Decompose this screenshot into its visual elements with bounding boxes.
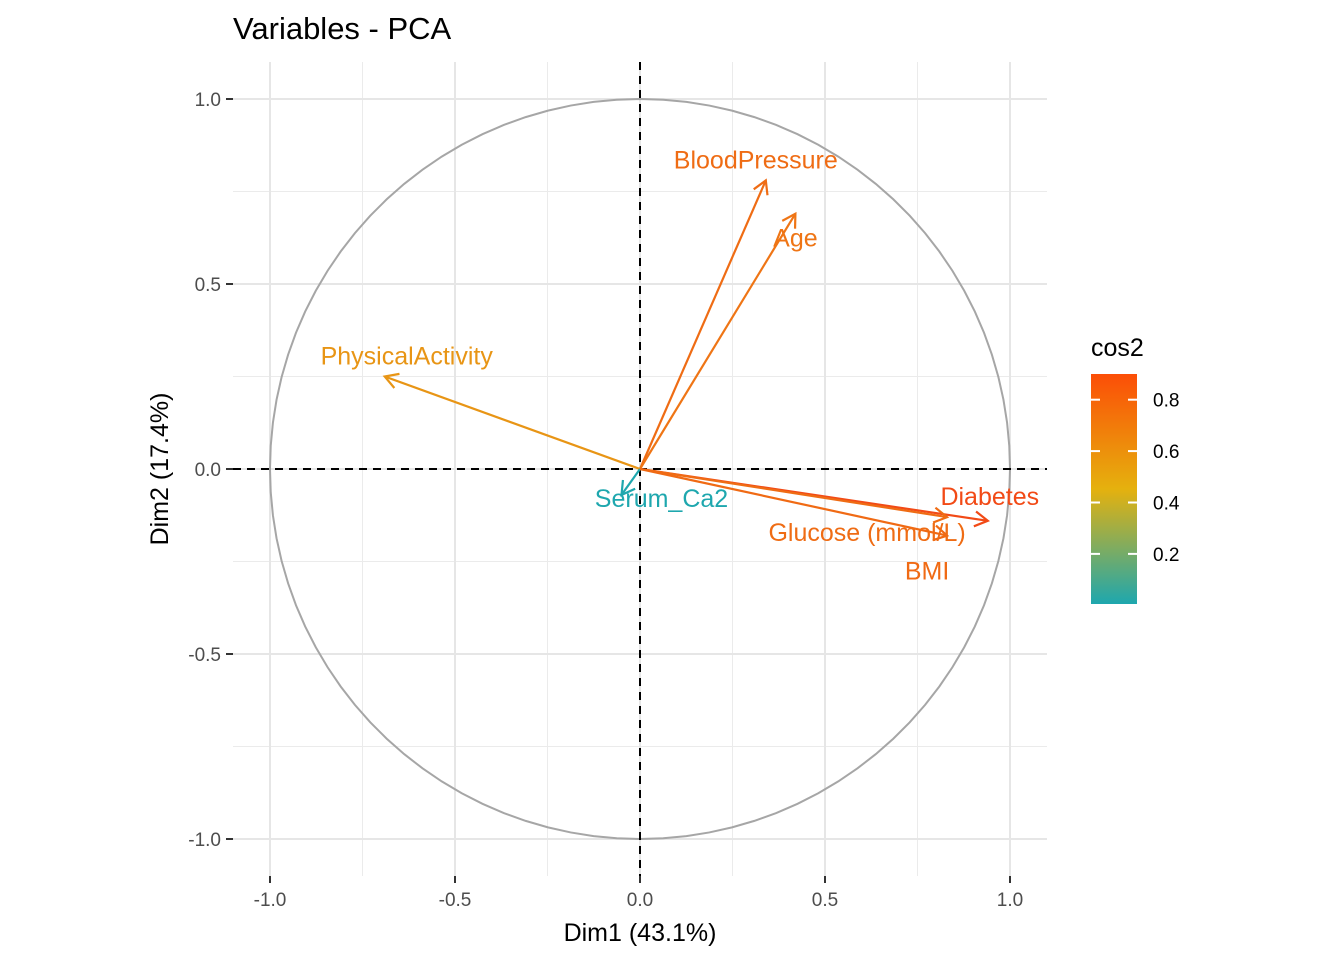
variable-arrows — [382, 178, 990, 542]
y-axis-title: Dim2 (17.4%) — [146, 393, 174, 546]
legend-tick-label: 0.4 — [1153, 493, 1180, 514]
arrowhead-serum-ca2 — [620, 479, 636, 497]
label-bloodpressure: BloodPressure — [674, 146, 838, 174]
y-tick-label: -0.5 — [188, 645, 221, 666]
legend-tick-label: 0.2 — [1153, 545, 1179, 566]
legend-ticks: 0.2 0.4 0.6 0.8 — [1091, 391, 1180, 566]
x-tick-label: 0.5 — [812, 890, 838, 911]
arrowhead-glucose-mmol-l — [932, 506, 950, 524]
legend-tick-label: 0.6 — [1153, 442, 1179, 463]
legend-colorbar — [1091, 374, 1137, 604]
y-tick-label: 0.0 — [195, 460, 221, 481]
y-axis: -1.0 -0.5 0.0 0.5 1.0 — [188, 90, 233, 851]
arrow-physicalactivity — [384, 375, 641, 471]
legend: cos2 0.2 0.4 0.6 0.8 — [1091, 334, 1180, 604]
arrow-age — [639, 213, 797, 470]
label-physicalactivity: PhysicalActivity — [321, 343, 494, 371]
variable-labels: BloodPressure Age PhysicalActivity Serum_Ca… — [321, 146, 1040, 585]
arrow-glucose-mmol-l — [639, 467, 948, 519]
x-tick-label: -0.5 — [439, 890, 472, 911]
label-age: Age — [773, 225, 817, 253]
x-tick-label: 1.0 — [997, 890, 1023, 911]
x-tick-label: -1.0 — [254, 890, 287, 911]
y-tick-label: -1.0 — [188, 830, 221, 851]
x-tick-label: 0.0 — [627, 890, 653, 911]
y-tick-label: 0.5 — [195, 275, 221, 296]
arrow-serum-ca2 — [620, 468, 641, 496]
x-axis-title: Dim1 (43.1%) — [564, 919, 717, 947]
chart-title: Variables - PCA — [233, 11, 452, 46]
label-bmi: BMI — [905, 558, 949, 586]
label-serum-ca2: Serum_Ca2 — [595, 485, 728, 513]
arrowhead-physicalactivity — [382, 372, 400, 389]
x-axis: -1.0 -0.5 0.0 0.5 1.0 — [254, 876, 1023, 911]
correlation-circle — [268, 97, 1012, 841]
label-diabetes: Diabetes — [940, 483, 1039, 511]
legend-title: cos2 — [1091, 334, 1144, 362]
legend-tick-label: 0.8 — [1153, 391, 1179, 412]
arrow-bmi — [639, 467, 948, 537]
arrowhead-age — [781, 211, 797, 229]
plot-panel: BloodPressure Age PhysicalActivity Serum_Ca… — [233, 62, 1047, 876]
y-tick-label: 1.0 — [195, 90, 221, 111]
arrowhead-diabetes — [973, 510, 990, 528]
arrow-bloodpressure — [638, 179, 767, 470]
label-glucose-mmol-l: Glucose (mmol/L) — [768, 519, 965, 547]
arrowhead-bloodpressure — [753, 178, 769, 196]
arrowhead-bmi — [932, 524, 950, 542]
